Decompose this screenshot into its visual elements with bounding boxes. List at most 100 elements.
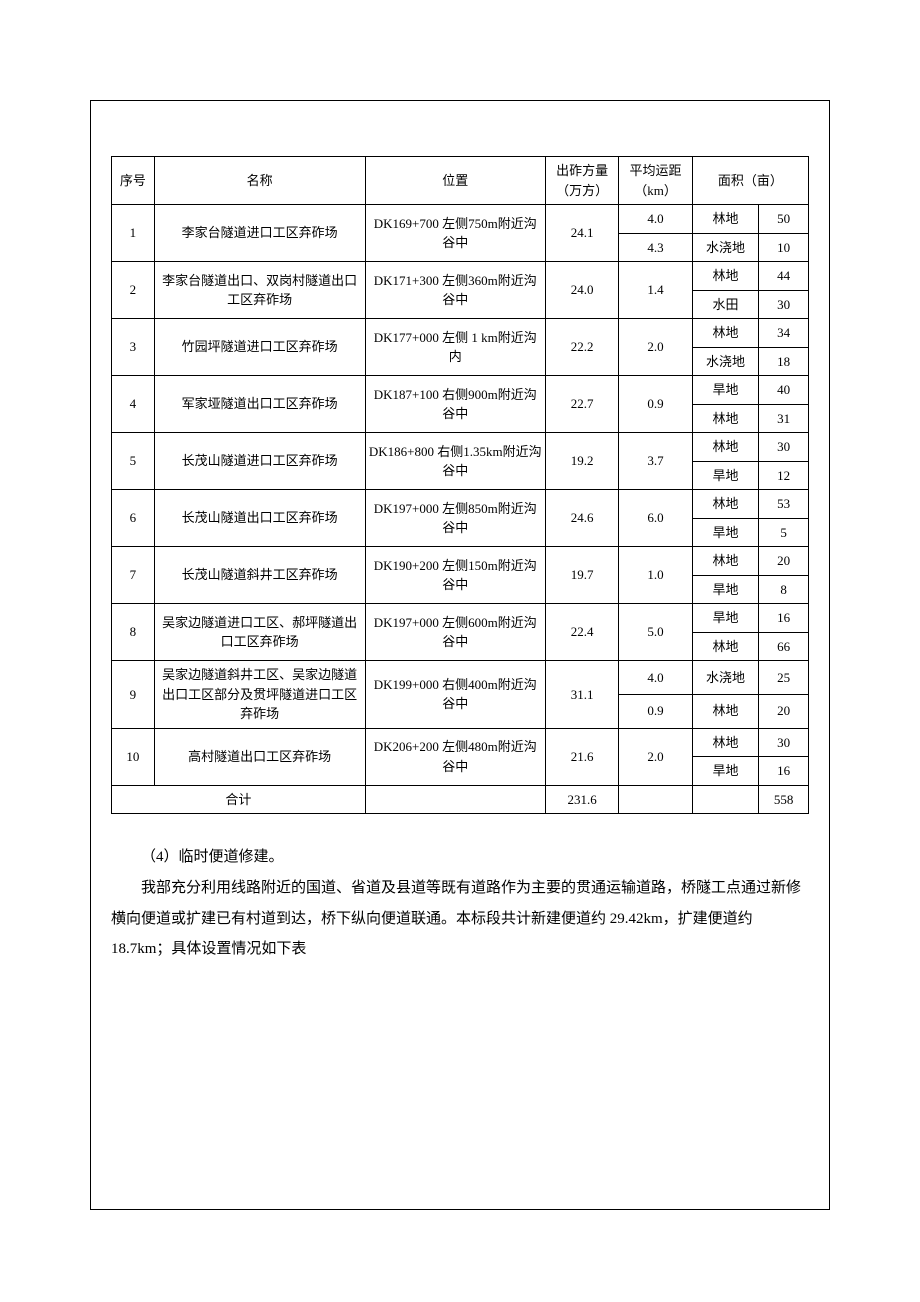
cell-name: 李家台隧道进口工区弃砟场 [154, 205, 365, 262]
cell-distance: 5.0 [619, 604, 692, 661]
cell-land-value: 16 [759, 604, 809, 633]
cell-volume: 24.0 [545, 262, 618, 319]
th-volume: 出砟方量（万方） [545, 157, 618, 205]
cell-land-value: 50 [759, 205, 809, 234]
paragraph-block: （4）临时便道修建。 我部充分利用线路附近的国道、省道及县道等既有道路作为主要的… [111, 842, 809, 965]
cell-seq: 7 [112, 547, 155, 604]
cell-land-value: 30 [759, 290, 809, 319]
page-frame: 序号 名称 位置 出砟方量（万方） 平均运距（km） 面积（亩） 1李家台隧道进… [90, 100, 830, 1210]
cell-total-distance [619, 785, 692, 814]
cell-volume: 24.1 [545, 205, 618, 262]
cell-location: DK206+200 左侧480m附近沟谷中 [365, 728, 545, 785]
cell-land-value: 25 [759, 661, 809, 695]
table-row: 2李家台隧道出口、双岗村隧道出口工区弃砟场DK171+300 左侧360m附近沟… [112, 262, 809, 291]
cell-name: 长茂山隧道进口工区弃砟场 [154, 433, 365, 490]
paragraph-heading: （4）临时便道修建。 [111, 842, 809, 873]
cell-location: DK186+800 右侧1.35km附近沟谷中 [365, 433, 545, 490]
spoil-sites-table: 序号 名称 位置 出砟方量（万方） 平均运距（km） 面积（亩） 1李家台隧道进… [111, 156, 809, 814]
cell-total-area: 558 [759, 785, 809, 814]
cell-volume: 19.7 [545, 547, 618, 604]
cell-volume: 19.2 [545, 433, 618, 490]
cell-location: DK171+300 左侧360m附近沟谷中 [365, 262, 545, 319]
cell-land-type: 旱地 [692, 376, 758, 405]
th-location: 位置 [365, 157, 545, 205]
cell-land-type: 林地 [692, 404, 758, 433]
table-row: 8吴家边隧道进口工区、郝坪隧道出口工区弃砟场DK197+000 左侧600m附近… [112, 604, 809, 633]
cell-land-value: 10 [759, 233, 809, 262]
cell-land-value: 40 [759, 376, 809, 405]
cell-land-type: 旱地 [692, 518, 758, 547]
cell-location: DK169+700 左侧750m附近沟谷中 [365, 205, 545, 262]
cell-name: 吴家边隧道进口工区、郝坪隧道出口工区弃砟场 [154, 604, 365, 661]
cell-name: 吴家边隧道斜井工区、吴家边隧道出口工区部分及贯坪隧道进口工区弃砟场 [154, 661, 365, 729]
cell-seq: 9 [112, 661, 155, 729]
cell-distance: 6.0 [619, 490, 692, 547]
cell-location: DK197+000 左侧600m附近沟谷中 [365, 604, 545, 661]
table-row: 3竹园坪隧道进口工区弃砟场DK177+000 左侧 1 km附近沟内22.22.… [112, 319, 809, 348]
cell-seq: 4 [112, 376, 155, 433]
table-row: 9吴家边隧道斜井工区、吴家边隧道出口工区部分及贯坪隧道进口工区弃砟场DK199+… [112, 661, 809, 695]
th-distance: 平均运距（km） [619, 157, 692, 205]
cell-land-value: 31 [759, 404, 809, 433]
th-seq: 序号 [112, 157, 155, 205]
cell-name: 长茂山隧道斜井工区弃砟场 [154, 547, 365, 604]
cell-seq: 3 [112, 319, 155, 376]
cell-distance: 4.0 [619, 661, 692, 695]
cell-land-type: 林地 [692, 319, 758, 348]
cell-land-type: 旱地 [692, 575, 758, 604]
cell-distance: 0.9 [619, 376, 692, 433]
cell-volume: 22.2 [545, 319, 618, 376]
cell-name: 竹园坪隧道进口工区弃砟场 [154, 319, 365, 376]
cell-land-value: 12 [759, 461, 809, 490]
cell-volume: 22.4 [545, 604, 618, 661]
cell-name: 军家垭隧道出口工区弃砟场 [154, 376, 365, 433]
cell-land-type: 林地 [692, 632, 758, 661]
cell-location: DK190+200 左侧150m附近沟谷中 [365, 547, 545, 604]
cell-land-type: 旱地 [692, 604, 758, 633]
cell-land-type: 林地 [692, 433, 758, 462]
table-row: 4军家垭隧道出口工区弃砟场DK187+100 右侧900m附近沟谷中22.70.… [112, 376, 809, 405]
cell-distance: 2.0 [619, 319, 692, 376]
cell-land-value: 34 [759, 319, 809, 348]
cell-distance: 4.3 [619, 233, 692, 262]
cell-name: 长茂山隧道出口工区弃砟场 [154, 490, 365, 547]
cell-volume: 22.7 [545, 376, 618, 433]
cell-seq: 8 [112, 604, 155, 661]
cell-land-value: 5 [759, 518, 809, 547]
cell-land-value: 30 [759, 728, 809, 757]
cell-volume: 31.1 [545, 661, 618, 729]
cell-land-type: 林地 [692, 547, 758, 576]
cell-land-value: 20 [759, 547, 809, 576]
cell-land-value: 66 [759, 632, 809, 661]
cell-land-type: 水浇地 [692, 233, 758, 262]
table-body: 1李家台隧道进口工区弃砟场DK169+700 左侧750m附近沟谷中24.14.… [112, 205, 809, 814]
table-total-row: 合计 231.6 558 [112, 785, 809, 814]
cell-distance: 2.0 [619, 728, 692, 785]
cell-land-value: 16 [759, 757, 809, 786]
th-name: 名称 [154, 157, 365, 205]
cell-total-landtype [692, 785, 758, 814]
cell-land-type: 水田 [692, 290, 758, 319]
cell-volume: 24.6 [545, 490, 618, 547]
cell-distance: 1.0 [619, 547, 692, 604]
cell-land-value: 20 [759, 694, 809, 728]
cell-seq: 10 [112, 728, 155, 785]
paragraph-body: 我部充分利用线路附近的国道、省道及县道等既有道路作为主要的贯通运输道路，桥隧工点… [111, 873, 809, 965]
cell-seq: 6 [112, 490, 155, 547]
cell-distance: 0.9 [619, 694, 692, 728]
cell-total-location [365, 785, 545, 814]
cell-land-value: 8 [759, 575, 809, 604]
cell-land-type: 林地 [692, 262, 758, 291]
cell-land-value: 44 [759, 262, 809, 291]
cell-land-type: 林地 [692, 490, 758, 519]
cell-distance: 3.7 [619, 433, 692, 490]
cell-distance: 1.4 [619, 262, 692, 319]
cell-distance: 4.0 [619, 205, 692, 234]
cell-seq: 5 [112, 433, 155, 490]
cell-location: DK197+000 左侧850m附近沟谷中 [365, 490, 545, 547]
cell-name: 李家台隧道出口、双岗村隧道出口工区弃砟场 [154, 262, 365, 319]
table-row: 7长茂山隧道斜井工区弃砟场DK190+200 左侧150m附近沟谷中19.71.… [112, 547, 809, 576]
cell-land-type: 水浇地 [692, 347, 758, 376]
cell-land-type: 水浇地 [692, 661, 758, 695]
cell-land-type: 林地 [692, 205, 758, 234]
